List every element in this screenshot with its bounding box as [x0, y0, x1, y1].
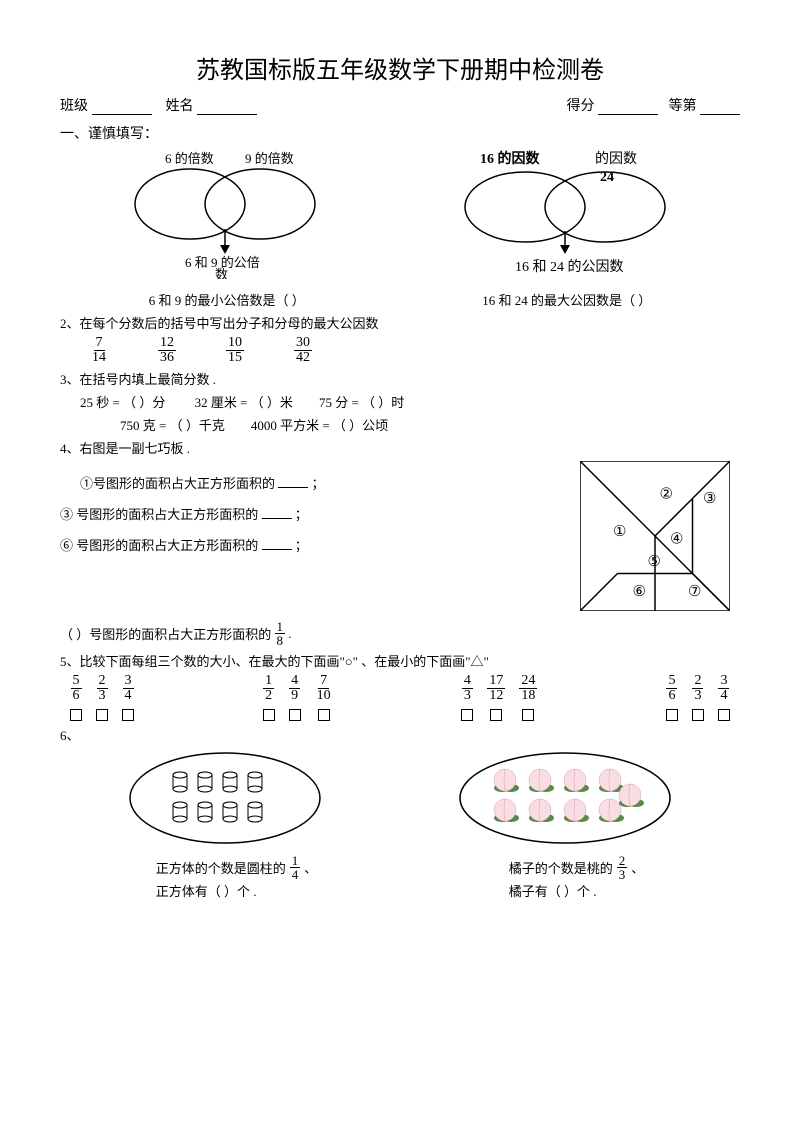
q3-item-4: 4000 平方米 = （ ）公顷 [251, 418, 388, 433]
q4-frac4: 18 [275, 620, 286, 647]
q5-col: 34 [122, 674, 134, 721]
q6-left-frac: 14 [290, 854, 301, 881]
q4-line4-row: （ ）号图形的面积占大正方形面积的 18 . [60, 620, 740, 647]
q5-col: 56 [666, 674, 678, 721]
venn-left-label-r: 9 的倍数 [245, 151, 294, 166]
q3-item-1: 32 厘米 = （ ）米 [195, 395, 293, 410]
q3-item-3: 750 克 = （ ）千克 [120, 418, 225, 433]
svg-text:①: ① [613, 524, 626, 540]
q5-col: 12 [263, 674, 275, 721]
peach-oval [455, 748, 675, 848]
q4-line3-pre: ⑥ [60, 538, 73, 553]
q4-text: 4、右图是一副七巧板 . [60, 438, 740, 457]
q2-frac-3: 3042 [294, 336, 312, 365]
q3-item-0: 25 秒 = （ ）分 [80, 395, 165, 410]
q5-col: 710 [315, 674, 333, 721]
venn-left-label-l: 6 的倍数 [165, 151, 214, 166]
q4-line2: 号图形的面积占大正方形面积的 [76, 507, 258, 522]
q6-right-frac: 23 [617, 854, 628, 881]
q4-blank3 [262, 538, 292, 550]
q5-col: 2418 [519, 674, 537, 721]
cylinder-oval [125, 748, 325, 848]
q2-frac-0: 714 [90, 336, 108, 365]
q4-line3: 号图形的面积占大正方形面积的 [76, 538, 258, 553]
venn-left-q: 6 和 9 的最小公倍数是（ ） [149, 290, 305, 309]
q6-figures [60, 748, 740, 848]
q2-frac-1: 1236 [158, 336, 176, 365]
tangram-figure: ① ② ③ ④ ⑤ ⑥ ⑦ [580, 461, 740, 616]
svg-text:⑤: ⑤ [648, 554, 661, 570]
venn-row: 6 的倍数 9 的倍数 6 和 9 的公倍 数 16 的因数 的因数 24 16… [60, 149, 740, 284]
venn-right-bottom: 16 和 24 的公因数 [515, 259, 624, 275]
q5-col: 34 [718, 674, 730, 721]
venn-right-svg: 16 的因数 的因数 24 16 和 24 的公因数 [450, 149, 680, 279]
q4-blank2 [262, 507, 292, 519]
page-title: 苏教国标版五年级数学下册期中检测卷 [60, 50, 740, 85]
venn-right-label-l: 16 的因数 [480, 150, 540, 167]
q5-groups: 56 23 34 12 49 710 43 1712 2418 56 23 34 [60, 674, 740, 721]
q5-col: 49 [289, 674, 301, 721]
name-label: 姓名 [166, 99, 194, 114]
q2-frac-2: 1015 [226, 336, 244, 365]
rank-label: 等第 [669, 99, 697, 114]
venn-right-label-r: 的因数 [595, 151, 637, 167]
q2-fracs: 714 1236 1015 3042 [60, 336, 740, 365]
q3-row2: 750 克 = （ ）千克 4000 平方米 = （ ）公顷 [60, 415, 740, 434]
score-label: 得分 [567, 99, 595, 114]
svg-text:③: ③ [703, 491, 716, 507]
q2-text: 2、在每个分数后的括号中写出分子和分母的最大公因数 [60, 313, 740, 332]
venn-right-q: 16 和 24 的最大公因数是（ ） [482, 290, 651, 309]
svg-text:⑥: ⑥ [633, 584, 646, 600]
q4-row: ①号图形的面积占大正方形面积的 ； ③ 号图形的面积占大正方形面积的 ； ⑥ 号… [60, 461, 740, 616]
q3-text: 3、在括号内填上最简分数 . [60, 369, 740, 388]
q6-left-text1: 正方体的个数是圆柱的 [156, 858, 286, 877]
q5-set-1: 12 49 710 [263, 674, 333, 721]
name-blank [197, 101, 257, 115]
q5-col: 43 [461, 674, 473, 721]
rank-blank [700, 101, 740, 115]
score-blank [598, 101, 658, 115]
venn-right: 16 的因数 的因数 24 16 和 24 的公因数 [450, 149, 680, 284]
q5-text: 5、比较下面每组三个数的大小、在最大的下面画"○" 、在最小的下面画"△" [60, 651, 740, 670]
q6-right-text1: 橘子的个数是桃的 [509, 858, 613, 877]
q5-set-3: 56 23 34 [666, 674, 730, 721]
venn-left-bottom2: 数 [215, 267, 228, 279]
q5-set-0: 56 23 34 [70, 674, 134, 721]
q4-line4: （ ）号图形的面积占大正方形面积的 [60, 624, 271, 643]
q5-col: 23 [692, 674, 704, 721]
svg-text:②: ② [660, 487, 673, 503]
venn-left: 6 的倍数 9 的倍数 6 和 9 的公倍 数 [120, 149, 330, 284]
q4-blank1 [278, 476, 308, 488]
venn-questions: 6 和 9 的最小公倍数是（ ） 16 和 24 的最大公因数是（ ） [60, 290, 740, 309]
svg-text:⑦: ⑦ [688, 584, 701, 600]
q5-col: 1712 [487, 674, 505, 721]
q3-row1: 25 秒 = （ ）分 32 厘米 = （ ）米 75 分 = （ ）时 [60, 392, 740, 411]
q6-left-text2: 正方体有（ ）个 . [156, 881, 318, 900]
q5-col: 56 [70, 674, 82, 721]
class-label: 班级 [60, 99, 88, 114]
section1-heading: 一、谨慎填写： [60, 123, 740, 143]
q4-text-col: ①号图形的面积占大正方形面积的 ； ③ 号图形的面积占大正方形面积的 ； ⑥ 号… [60, 461, 580, 616]
q6-right-text2: 橘子有（ ）个 . [509, 881, 645, 900]
header-row: 班级 姓名 得分 等第 [60, 95, 740, 115]
q6-text-row: 正方体的个数是圆柱的 14、 正方体有（ ）个 . 橘子的个数是桃的 23、 橘… [60, 854, 740, 900]
svg-text:④: ④ [670, 532, 683, 548]
q6-label: 6、 [60, 725, 740, 744]
venn-left-svg: 6 的倍数 9 的倍数 6 和 9 的公倍 数 [120, 149, 330, 279]
q5-set-2: 43 1712 2418 [461, 674, 537, 721]
q4-line1: ①号图形的面积占大正方形面积的 [80, 476, 275, 491]
q4-line2-pre: ③ [60, 507, 73, 522]
q5-col: 23 [96, 674, 108, 721]
class-blank [92, 101, 152, 115]
q3-item-2: 75 分 = （ ）时 [319, 395, 404, 410]
